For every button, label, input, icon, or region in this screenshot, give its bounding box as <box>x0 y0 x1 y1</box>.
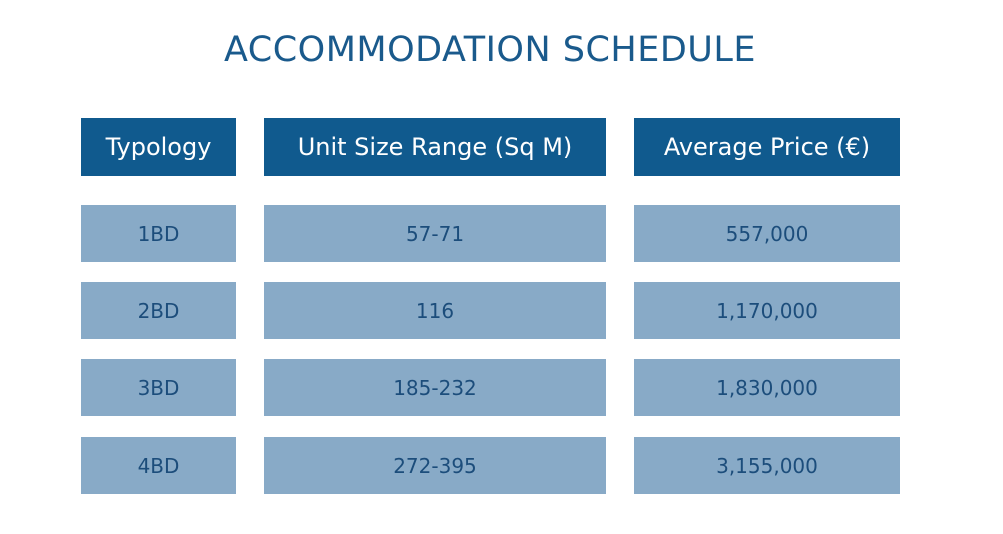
table-cell: 57-71 <box>264 205 606 262</box>
header-cell: Typology <box>81 118 236 176</box>
title: ACCOMMODATION SCHEDULE <box>223 30 757 70</box>
table-cell: 1,830,000 <box>634 359 900 416</box>
header-cell: Average Price (€) <box>634 118 900 176</box>
table-cell: 272-395 <box>264 437 606 494</box>
table-cell: 1,170,000 <box>634 282 900 339</box>
table-cell: 557,000 <box>634 205 900 262</box>
table-cell: 3,155,000 <box>634 437 900 494</box>
table-cell: 2BD <box>81 282 236 339</box>
table-cell: 3BD <box>81 359 236 416</box>
table-cell: 185-232 <box>264 359 606 416</box>
table-cell: 1BD <box>81 205 236 262</box>
table-cell: 4BD <box>81 437 236 494</box>
header-cell: Unit Size Range (Sq M) <box>264 118 606 176</box>
table-cell: 116 <box>264 282 606 339</box>
